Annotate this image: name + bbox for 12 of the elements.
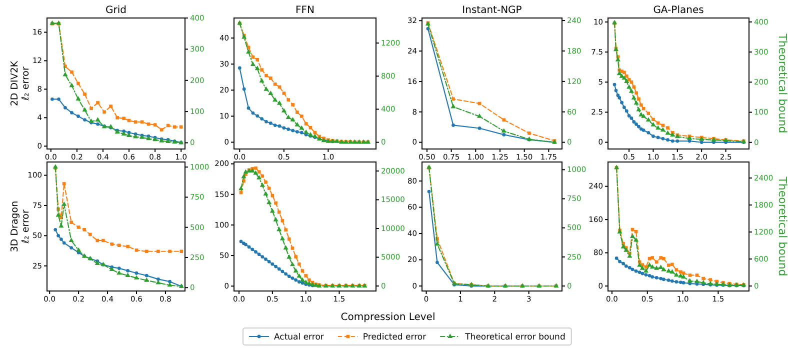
legend-label: Predicted error — [362, 332, 427, 342]
legend-label: Actual error — [274, 332, 324, 342]
chart-title: Instant-NGP — [462, 5, 522, 16]
chart-title: FFN — [296, 5, 314, 16]
chart-title: Grid — [106, 5, 126, 16]
x-axis-title: Compression Level — [340, 312, 436, 323]
y-axis-title: 3D Dragon ℓ₂ error — [9, 200, 32, 252]
y-axis-title: 2D DIV2K ℓ₂ error — [9, 60, 32, 106]
legend-label: Theoretical error bound — [464, 332, 566, 342]
y2-axis-title: Theoretical bound — [776, 176, 788, 276]
y2-axis-title: Theoretical bound — [776, 32, 788, 134]
chart-title: GA-Planes — [653, 5, 704, 16]
